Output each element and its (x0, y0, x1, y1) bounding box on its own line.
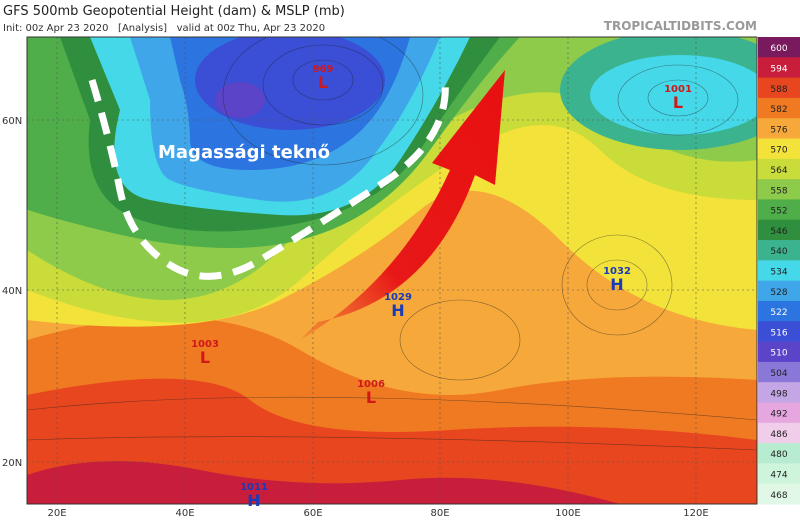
colorbar-label: 528 (770, 288, 787, 298)
colorbar-swatch (758, 382, 800, 403)
colorbar-label: 546 (770, 227, 787, 237)
colorbar-label: 492 (770, 410, 787, 420)
colorbar-swatch (758, 219, 800, 241)
colorbar-label: 468 (770, 491, 787, 501)
colorbar-swatch (758, 280, 800, 302)
colorbar-label: 576 (770, 125, 787, 135)
colorbar-swatch (758, 138, 800, 160)
center-value: 1029 (384, 292, 412, 303)
title: GFS 500mb Geopotential Height (dam) & MS… (3, 4, 345, 19)
colorbar-swatch (758, 77, 800, 99)
center-value: 1001 (664, 84, 692, 95)
colorbar-label: 534 (770, 268, 787, 278)
colorbar-swatch (758, 483, 800, 505)
colorbar-swatch (758, 97, 800, 119)
annotation: Magassági teknő (158, 142, 330, 163)
colorbar-label: 510 (770, 349, 787, 359)
center-letter: H (247, 491, 260, 510)
lon-label: 60E (303, 508, 322, 519)
axes: 60N 40N 20N 20E 40E 60E 80E 100E 120E (2, 116, 709, 519)
colorbar-label: 600 (770, 44, 787, 54)
colorbar-swatch (758, 37, 800, 58)
colorbar-swatch (758, 463, 800, 485)
colorbar-swatch (758, 179, 800, 200)
lon-label: 100E (555, 508, 580, 519)
lat-label: 60N (2, 116, 22, 127)
colorbar-label: 582 (770, 105, 787, 115)
center-value: 1006 (357, 379, 385, 390)
colorbar-label: 558 (770, 186, 787, 196)
center-letter: L (366, 388, 376, 407)
colorbar-label: 570 (770, 146, 787, 156)
colorbar-label: 516 (770, 328, 787, 338)
colorbar-label: 552 (770, 207, 787, 217)
map-field (27, 37, 757, 504)
colorbar: 600 594 588 582 576 570 564 558 552 546 540 534 528 5… (758, 37, 800, 505)
colorbar-swatch (758, 361, 800, 383)
lon-label: 120E (683, 508, 708, 519)
center-value: 1003 (191, 339, 219, 350)
center-value: 1011 (240, 482, 268, 493)
center-letter: L (200, 348, 210, 367)
colorbar-label: 540 (770, 247, 787, 257)
colorbar-swatch (758, 260, 800, 282)
colorbar-swatch (758, 422, 800, 444)
center-letter: H (610, 275, 623, 294)
colorbar-swatch (758, 118, 800, 140)
colorbar-label: 486 (770, 430, 787, 440)
lat-label: 40N (2, 286, 22, 297)
colorbar-swatch (758, 321, 800, 343)
lon-label: 40E (175, 508, 194, 519)
colorbar-label: 564 (770, 166, 787, 176)
colorbar-label: 498 (770, 389, 787, 399)
colorbar-swatch (758, 57, 800, 79)
colorbar-swatch (758, 240, 800, 261)
colorbar-label: 480 (770, 450, 787, 460)
colorbar-label: 504 (770, 369, 787, 379)
center-value: 1032 (603, 266, 631, 277)
subtitle: Init: 00z Apr 23 2020 [Analysis] valid a… (3, 23, 325, 34)
colorbar-swatch (758, 300, 800, 322)
lat-label: 20N (2, 458, 22, 469)
colorbar-swatch (758, 158, 800, 180)
colorbar-swatch (758, 402, 800, 424)
center-value: 969 (313, 64, 334, 75)
source: TROPICALTIDBITS.COM (604, 19, 757, 33)
colorbar-label: 588 (770, 85, 787, 95)
center-letter: L (673, 93, 683, 112)
lon-label: 20E (47, 508, 66, 519)
center-letter: L (318, 73, 328, 92)
center-letter: H (391, 301, 404, 320)
colorbar-swatch (758, 341, 800, 363)
colorbar-swatch (758, 443, 800, 464)
colorbar-swatch (758, 199, 800, 221)
colorbar-label: 522 (770, 308, 787, 318)
colorbar-label: 594 (770, 64, 787, 74)
lon-label: 80E (430, 508, 449, 519)
colorbar-label: 474 (770, 471, 787, 481)
